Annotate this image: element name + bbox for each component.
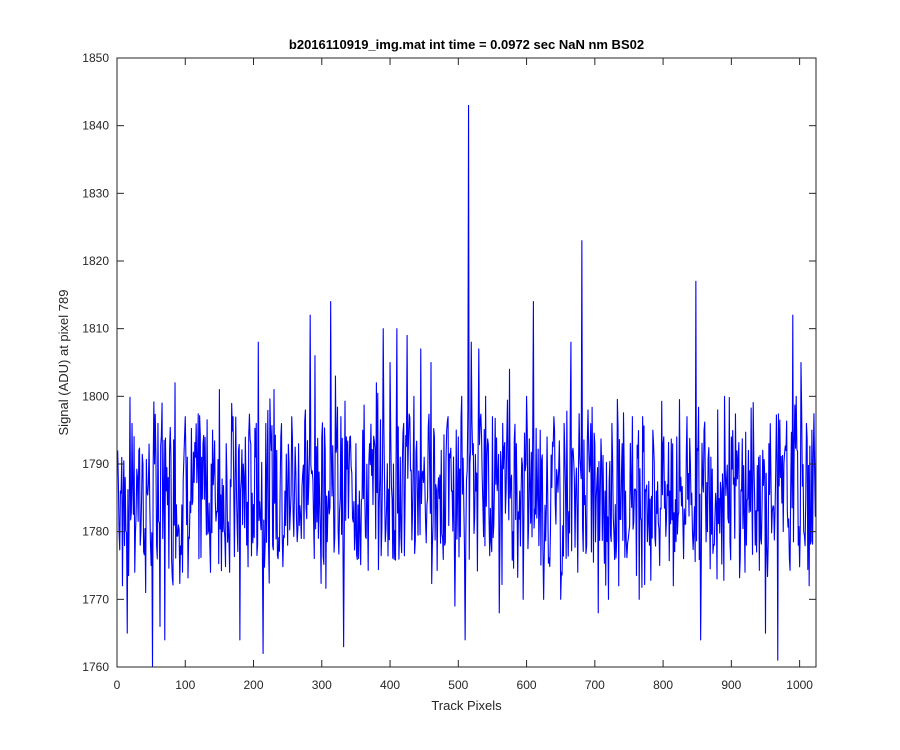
y-tick-label: 1770 [82,592,109,606]
x-tick-label: 400 [380,678,400,692]
y-tick-label: 1790 [82,457,109,471]
y-tick-label: 1800 [82,389,109,403]
series-layer [117,104,816,667]
x-tick-label: 200 [244,678,264,692]
x-tick-label: 500 [448,678,468,692]
y-tick-label: 1840 [82,119,109,133]
x-tick-label: 300 [312,678,332,692]
x-tick-label: 1000 [786,678,813,692]
y-tick-label: 1850 [82,51,109,65]
signal-series-line [117,104,816,667]
x-tick-label: 0 [114,678,121,692]
plot-area [117,58,816,667]
y-tick-label: 1810 [82,322,109,336]
x-tick-label: 800 [653,678,673,692]
y-tick-label: 1830 [82,186,109,200]
x-axis-label: Track Pixels [431,698,502,713]
y-tick-label: 1780 [82,525,109,539]
axes-box [116,57,817,668]
y-tick-label: 1760 [82,660,109,674]
x-tick-label: 100 [175,678,195,692]
x-tick-label: 600 [517,678,537,692]
y-axis: 1760 1770 1780 1790 1800 1810 1820 1830 1840 1850 [82,51,816,674]
x-tick-label: 700 [585,678,605,692]
y-axis-label: Signal (ADU) at pixel 789 [56,290,71,436]
x-tick-label: 900 [721,678,741,692]
chart-title: b2016110919_img.mat int time = 0.0972 se… [289,37,644,52]
x-axis: 0 100 200 300 400 500 600 700 800 900 1000 [114,58,813,692]
y-tick-label: 1820 [82,254,109,268]
